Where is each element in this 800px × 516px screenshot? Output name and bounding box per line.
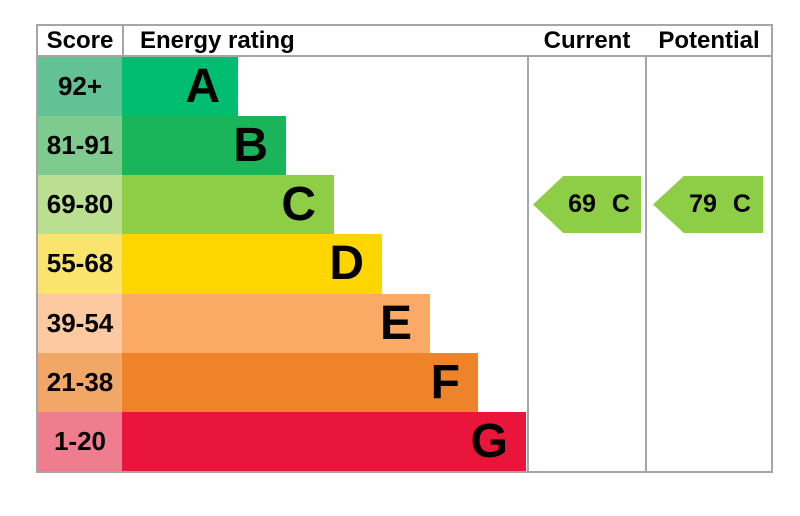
rating-bands: 92+ A 81-91 B 69-80 C 55-68 D 39-54 E 21… <box>38 57 771 471</box>
header-row: Score Energy rating Current Potential <box>38 26 771 57</box>
band-bar-d: D <box>122 234 382 294</box>
band-score-range: 92+ <box>38 57 122 117</box>
epc-rating-chart: Score Energy rating Current Potential 92… <box>36 24 773 473</box>
current-rating-band: C <box>611 190 630 218</box>
band-bar-e: E <box>122 293 430 353</box>
band-bar-c: C <box>122 175 334 235</box>
band-score-range: 21-38 <box>38 352 122 412</box>
band-bar-g: G <box>122 411 526 471</box>
band-row-g: 1-20 G <box>38 411 771 471</box>
current-column-header: Current <box>543 27 631 54</box>
band-score-range: 69-80 <box>38 175 122 235</box>
column-divider-current <box>527 26 529 471</box>
band-score-range: 81-91 <box>38 116 122 176</box>
band-row-b: 81-91 B <box>38 116 771 176</box>
potential-rating-band: C <box>732 190 751 218</box>
column-divider-potential <box>645 26 647 471</box>
band-row-c: 69-80 C <box>38 175 771 235</box>
band-row-f: 21-38 F <box>38 352 771 412</box>
band-row-e: 39-54 E <box>38 293 771 353</box>
band-bar-f: F <box>122 352 478 412</box>
band-score-range: 55-68 <box>38 234 122 294</box>
band-bar-b: B <box>122 116 286 176</box>
potential-rating-value: 79 <box>689 190 717 218</box>
current-rating-value: 69 <box>568 190 596 218</box>
band-row-a: 92+ A <box>38 57 771 117</box>
energy-rating-column-header: Energy rating <box>140 27 295 54</box>
band-score-range: 39-54 <box>38 293 122 353</box>
score-column-header: Score <box>46 27 114 54</box>
potential-column-header: Potential <box>658 27 760 54</box>
band-bar-a: A <box>122 57 238 117</box>
band-score-range: 1-20 <box>38 411 122 471</box>
header-divider <box>122 26 124 55</box>
band-row-d: 55-68 D <box>38 234 771 294</box>
